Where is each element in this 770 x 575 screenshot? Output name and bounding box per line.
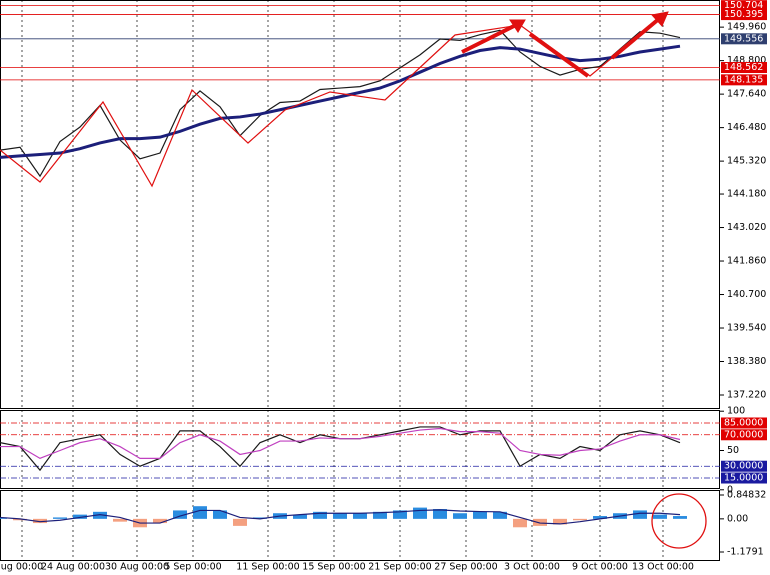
histogram-bar <box>233 518 247 526</box>
arrow-head <box>651 11 669 27</box>
histogram-bar <box>373 511 387 519</box>
histogram-bar <box>113 518 127 522</box>
main-panel-border <box>0 0 720 409</box>
x-tick-label: 27 Sep 00:00 <box>434 562 497 573</box>
y-tick-label: 148.800 <box>727 55 766 66</box>
histogram-bar <box>333 513 347 519</box>
y-tick-label: 137.220 <box>727 390 766 401</box>
annotations <box>0 11 707 549</box>
series-line <box>0 29 681 178</box>
histogram-bar <box>413 507 427 519</box>
y-tick-label: 147.640 <box>727 89 766 100</box>
series-line <box>0 509 681 525</box>
level-label: 150.704 <box>724 0 763 11</box>
level-label-box <box>721 74 767 86</box>
series-line <box>0 427 681 460</box>
x-tick-label: 21 Sep 00:00 <box>368 562 431 573</box>
level-label: 150.395 <box>724 9 763 20</box>
level-label-box <box>721 417 767 429</box>
y-tick-label: 146.480 <box>727 122 766 133</box>
level-label: 85.0000 <box>724 417 763 428</box>
highlight-circle <box>651 493 707 549</box>
histogram-bar <box>673 516 687 519</box>
y-tick-label: 139.540 <box>727 323 766 334</box>
histogram-bar <box>553 518 567 525</box>
x-tick-label: 15 Sep 00:00 <box>302 562 365 573</box>
y-tick-label: 144.180 <box>727 189 766 200</box>
histogram-bar <box>253 517 267 519</box>
histogram-bar <box>13 518 27 521</box>
level-label-box <box>721 0 767 12</box>
arrow-down <box>528 32 590 78</box>
macd-panel-border <box>0 490 720 561</box>
histogram-bar <box>153 518 167 524</box>
y-tick-label: 0.00 <box>727 513 748 524</box>
oscillator-panel-border <box>0 410 720 489</box>
level-label-box <box>721 9 767 21</box>
y-tick-label: 143.020 <box>727 222 766 233</box>
histogram-bar <box>473 511 487 519</box>
y-tick-label: -1.1791 <box>727 547 764 558</box>
y-tick-label: 145.320 <box>727 156 766 167</box>
x-tick-label: 11 Sep 00:00 <box>236 562 299 573</box>
level-label-box <box>721 429 767 441</box>
level-label-box <box>721 460 767 472</box>
histogram-bar <box>453 513 467 519</box>
x-tick-label: 5 Sep 00:00 <box>164 562 221 573</box>
level-label: 15.0000 <box>724 473 763 484</box>
histogram-bar <box>193 506 207 519</box>
y-tick-label: 50 <box>727 445 739 456</box>
histogram-bar <box>653 514 667 519</box>
y-tick-label: 149.960 <box>727 22 766 33</box>
histogram-bar <box>393 510 407 519</box>
panel-borders <box>0 0 720 561</box>
histogram-bar <box>633 510 647 519</box>
histogram-bar <box>293 514 307 519</box>
y-tick-label: 140.700 <box>727 289 766 300</box>
x-tick-label: 3 Oct 00:00 <box>504 562 560 573</box>
y-tick-label: 138.380 <box>727 356 766 367</box>
arrow-up <box>461 22 519 54</box>
level-label: 148.562 <box>724 62 763 73</box>
histogram-bar <box>313 511 327 519</box>
x-tick-label: 13 Oct 00:00 <box>632 562 694 573</box>
y-tick-label: 141.860 <box>727 256 766 267</box>
x-tick-label: 30 Aug 00:00 <box>105 562 169 573</box>
y-tick-label: 0.84832 <box>727 490 766 501</box>
histogram-bar <box>593 516 607 519</box>
histogram-bar <box>433 509 447 519</box>
y-tick-label: 100 <box>727 406 745 417</box>
arrow-up <box>610 16 662 60</box>
histogram-bar <box>73 514 87 519</box>
level-label: 70.0000 <box>724 429 763 440</box>
level-label-box <box>721 472 767 484</box>
histogram-bar <box>53 517 67 519</box>
histogram-bar <box>493 511 507 519</box>
histogram-bar <box>533 518 547 526</box>
histogram-bar <box>213 510 227 519</box>
histogram-bar <box>93 511 107 519</box>
histogram-bar <box>513 518 527 528</box>
histogram-bar <box>573 518 587 521</box>
histogram-bar <box>353 513 367 519</box>
histogram-bar <box>33 518 47 524</box>
level-label: 148.135 <box>724 74 763 85</box>
level-label-box <box>721 62 767 74</box>
level-label: 30.0000 <box>724 461 763 472</box>
level-label: 149.556 <box>724 33 763 44</box>
x-tick-label: 24 Aug 00:00 <box>41 562 105 573</box>
y-tick-label: 0 <box>727 484 733 495</box>
arrow-head <box>509 19 526 33</box>
x-tick-label: 9 Oct 00:00 <box>572 562 628 573</box>
level-label-box <box>721 33 767 45</box>
histogram-bar <box>173 510 187 519</box>
x-tick-label: ug 00:00 <box>1 562 43 573</box>
